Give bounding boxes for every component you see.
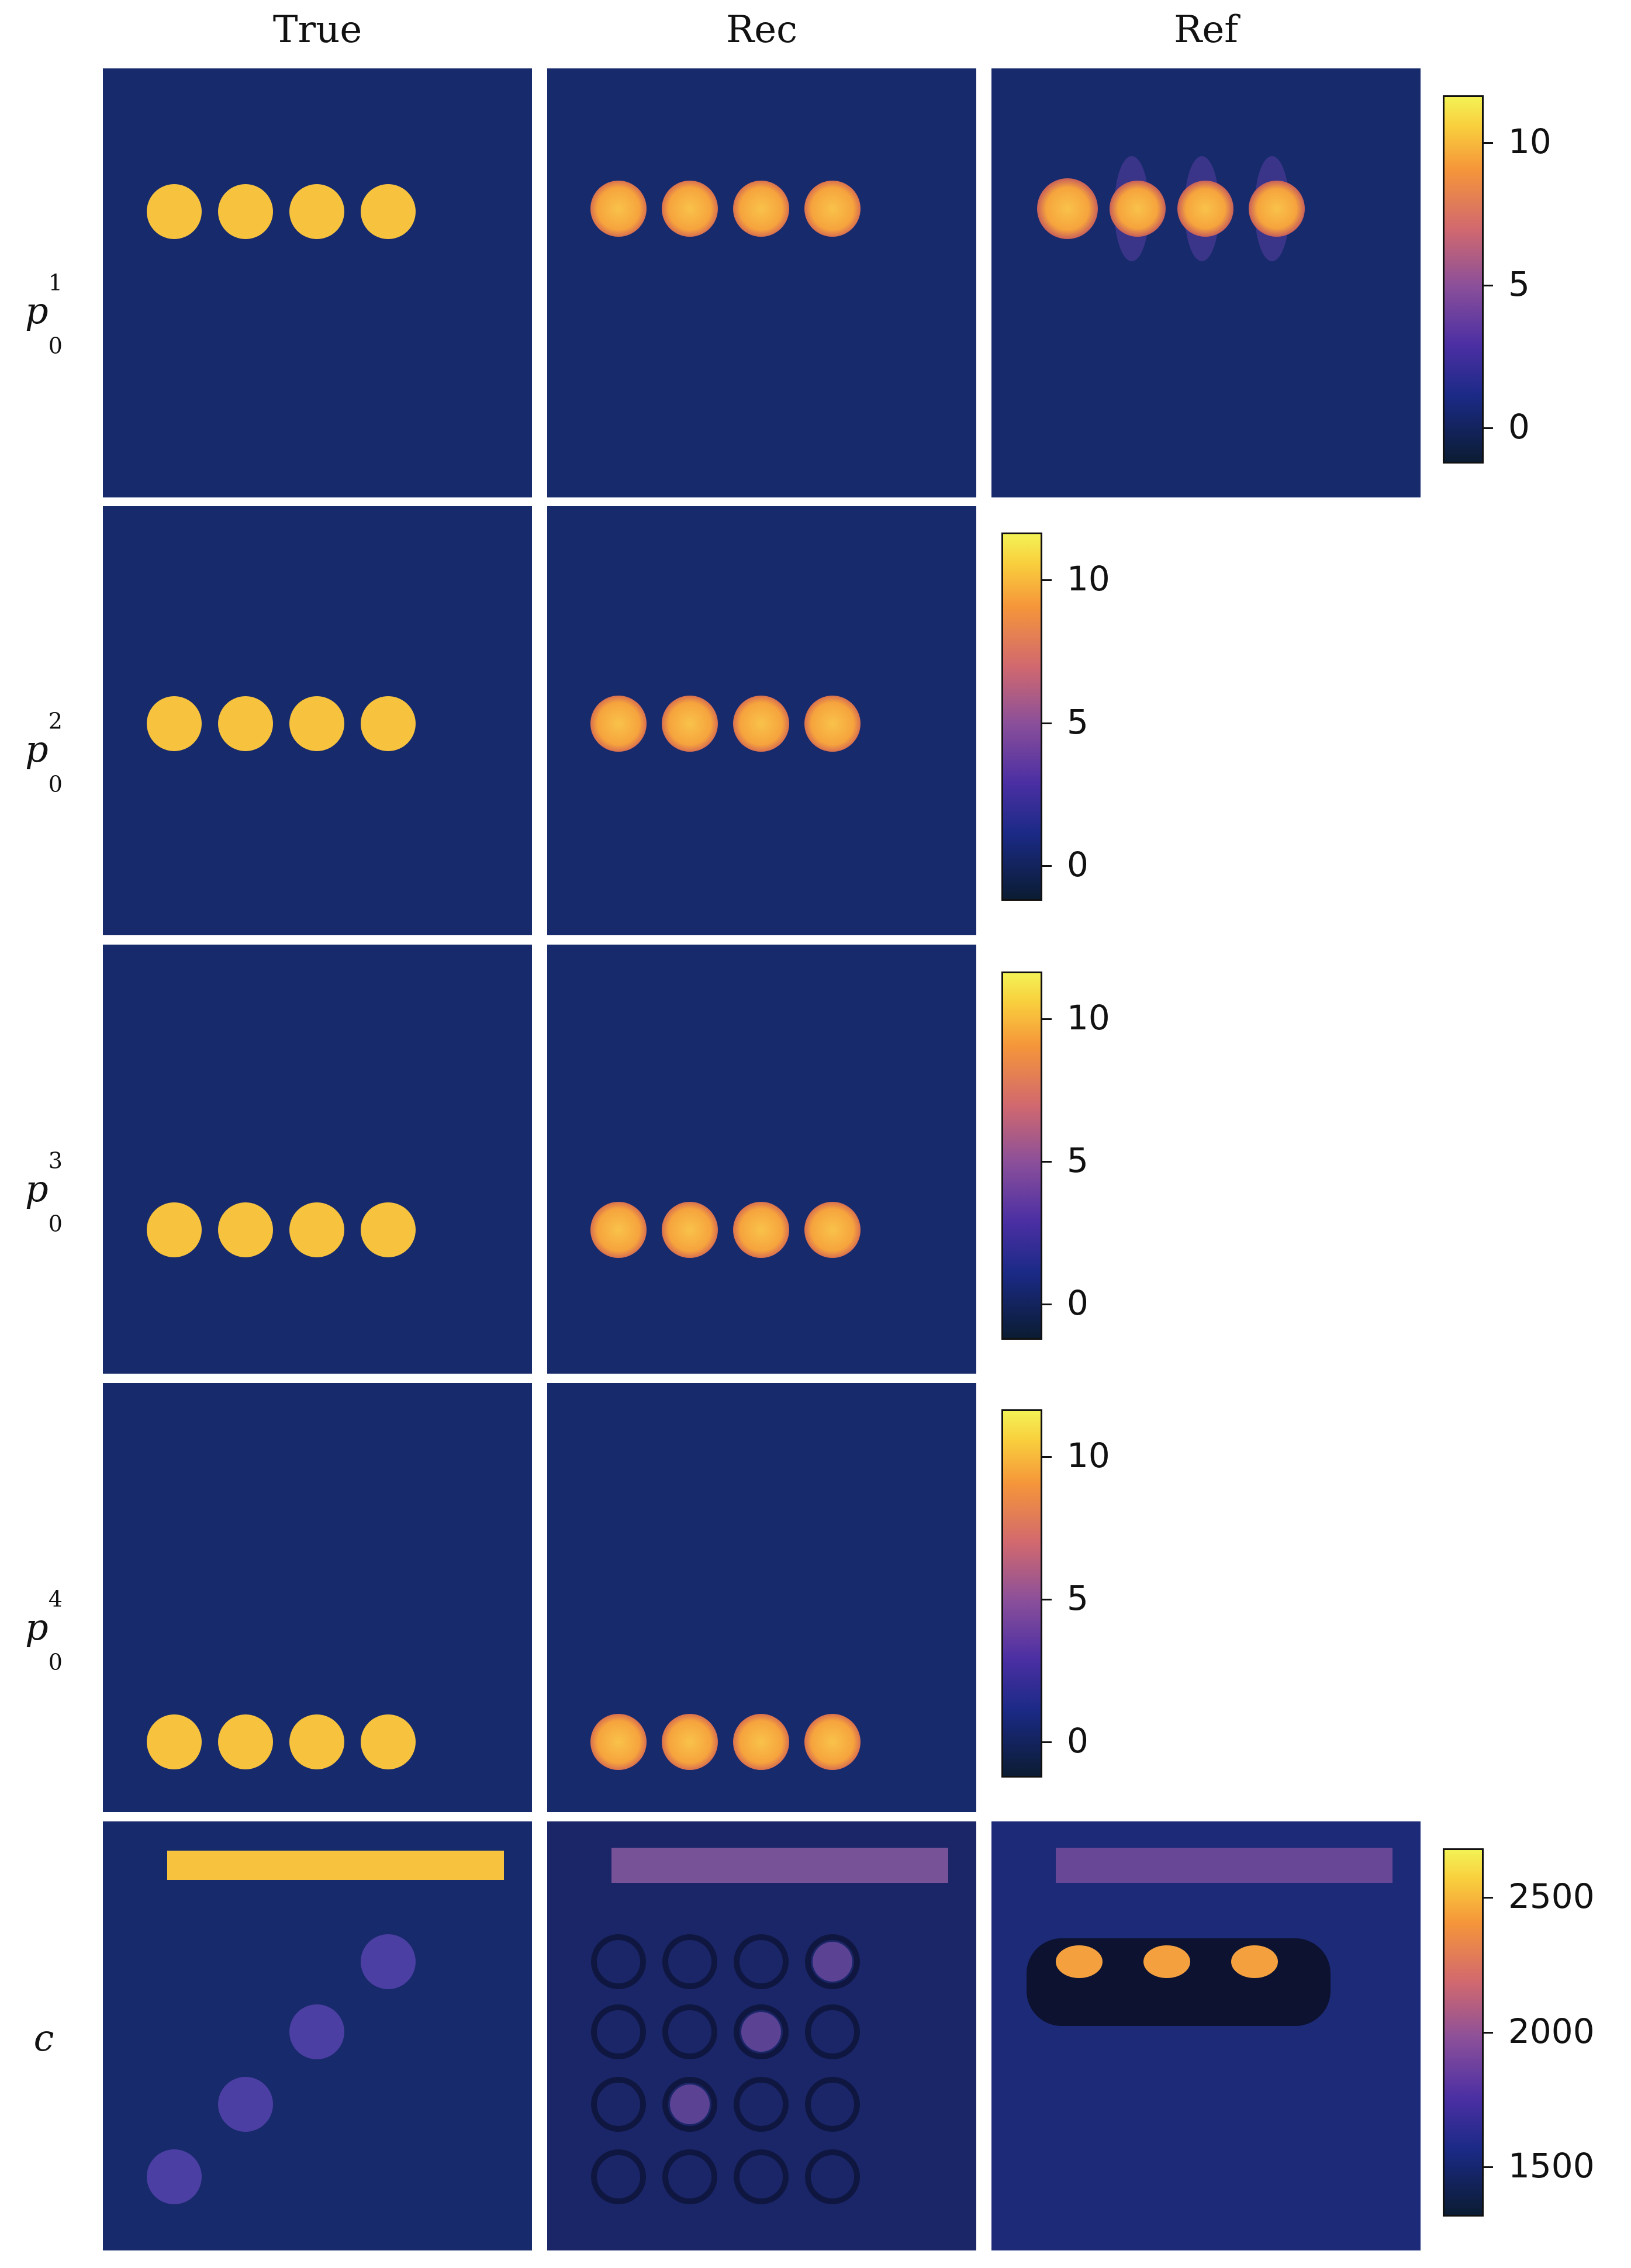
column-header-rec: Rec [726, 8, 797, 51]
colorbar-pressure-1 [1443, 95, 1484, 464]
panel-rec-p0-1 [547, 68, 976, 497]
colorbar-tick-label: 10 [1067, 559, 1110, 599]
colorbar-tick-label: 5 [1508, 264, 1530, 304]
row-label-sub: 0 [48, 333, 63, 359]
panel-rec-p0-3 [547, 945, 976, 1374]
colorbar-tick-label: 10 [1067, 1436, 1110, 1475]
colorbar-tick [1042, 1741, 1052, 1743]
colorbar-tick [1042, 1018, 1052, 1020]
colorbar-tick [1042, 579, 1052, 581]
column-header-ref: Ref [1174, 8, 1238, 51]
panel-true-p0-2 [103, 506, 532, 935]
colorbar-tick [1484, 285, 1493, 286]
colorbar-tick-label: 2000 [1508, 2011, 1595, 2051]
row-label-sup: 4 [48, 1586, 63, 1612]
colorbar-tick [1484, 1897, 1493, 1899]
colorbar-tick [1484, 2032, 1493, 2034]
colorbar-tick [1484, 427, 1493, 429]
colorbar-tick [1484, 142, 1493, 144]
row-label-sub: 0 [48, 1211, 63, 1237]
row-label-sup: 1 [48, 269, 63, 296]
colorbar-tick-label: 5 [1067, 1578, 1089, 1618]
colorbar-tick-label: 10 [1067, 998, 1110, 1038]
panel-true-c [103, 1821, 532, 2250]
colorbar-pressure-3 [1001, 971, 1042, 1340]
colorbar-tick [1042, 1599, 1052, 1600]
colorbar-tick-label: 0 [1067, 1721, 1089, 1761]
row-label-p0-1: p1 0 [25, 269, 63, 359]
panel-rec-p0-2 [547, 506, 976, 935]
panel-true-p0-4 [103, 1383, 532, 1812]
row-label-sup: 2 [48, 708, 63, 734]
row-label-p0-2: p2 0 [25, 708, 63, 797]
panel-ref-p0-1 [991, 68, 1421, 497]
row-label-sub: 0 [48, 1649, 63, 1675]
colorbar-tick-label: 0 [1508, 407, 1530, 447]
colorbar-tick [1484, 2166, 1493, 2168]
row-label-c: c [33, 2017, 54, 2059]
row-label-sup: 3 [48, 1147, 63, 1174]
panel-true-p0-3 [103, 945, 532, 1374]
colorbar-tick [1042, 1161, 1052, 1163]
row-label-p0-3: p3 0 [25, 1147, 63, 1237]
row-label-p0-4: p4 0 [25, 1586, 63, 1675]
panel-rec-c [547, 1821, 976, 2250]
colorbar-tick [1042, 722, 1052, 724]
colorbar-tick-label: 5 [1067, 702, 1089, 742]
colorbar-tick-label: 0 [1067, 845, 1089, 884]
colorbar-tick-label: 2500 [1508, 1876, 1595, 1916]
colorbar-tick-label: 0 [1067, 1283, 1089, 1323]
colorbar-tick-label: 1500 [1508, 2146, 1595, 2186]
colorbar-tick [1042, 1304, 1052, 1305]
colorbar-speed [1443, 1848, 1484, 2217]
colorbar-tick [1042, 865, 1052, 867]
panel-rec-p0-4 [547, 1383, 976, 1812]
colorbar-tick-label: 5 [1067, 1140, 1089, 1180]
colorbar-tick [1042, 1456, 1052, 1458]
colorbar-pressure-2 [1001, 533, 1042, 901]
colorbar-tick-label: 10 [1508, 122, 1551, 161]
panel-true-p0-1 [103, 68, 532, 497]
colorbar-pressure-4 [1001, 1409, 1042, 1778]
panel-ref-c [991, 1821, 1421, 2250]
row-label-sub: 0 [48, 771, 63, 797]
column-header-true: True [272, 8, 362, 51]
